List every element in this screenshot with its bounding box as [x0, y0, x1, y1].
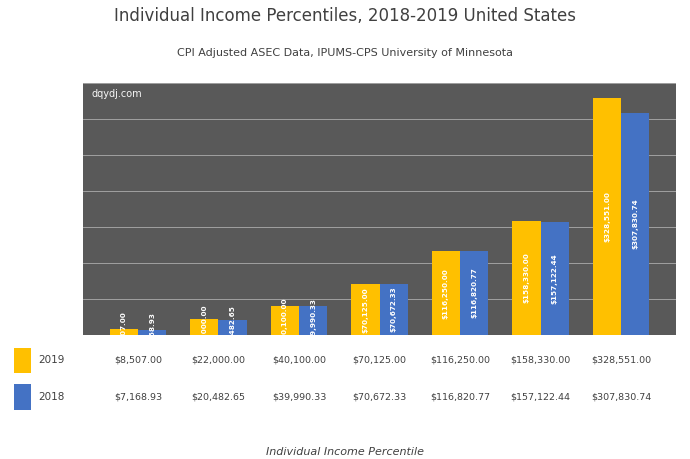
Text: Individual Income Percentiles, 2018-2019 United States: Individual Income Percentiles, 2018-2019…	[114, 7, 576, 25]
Text: $7,168.93: $7,168.93	[114, 392, 162, 402]
Bar	[110, 329, 138, 335]
Text: $116,820.77: $116,820.77	[471, 268, 477, 318]
Text: $22,000.00: $22,000.00	[191, 356, 246, 365]
Bar	[460, 251, 489, 335]
Text: $39,990.33: $39,990.33	[310, 298, 316, 344]
Text: dqydj.com: dqydj.com	[92, 89, 142, 99]
Text: $328,551.00: $328,551.00	[604, 191, 610, 242]
Text: $70,672.33: $70,672.33	[391, 287, 397, 332]
Text: $70,672.33: $70,672.33	[353, 392, 406, 402]
Y-axis label: Individual Income Percentile Breakpoint: Individual Income Percentile Breakpoint	[5, 112, 15, 306]
Text: $307,830.74: $307,830.74	[632, 199, 638, 249]
Bar	[380, 284, 408, 335]
Bar	[621, 113, 649, 335]
Bar	[593, 98, 621, 335]
Bar	[190, 319, 219, 335]
Text: $40,100.00: $40,100.00	[282, 298, 288, 343]
Text: $158,330.00: $158,330.00	[524, 252, 529, 303]
Text: $158,330.00: $158,330.00	[511, 356, 571, 365]
Bar	[351, 285, 380, 335]
Text: 2018: 2018	[38, 392, 64, 402]
Text: $116,250.00: $116,250.00	[430, 356, 490, 365]
Text: Individual Income Percentile: Individual Income Percentile	[266, 447, 424, 457]
Text: $40,100.00: $40,100.00	[272, 356, 326, 365]
Bar	[138, 330, 166, 335]
Text: $116,820.77: $116,820.77	[430, 392, 490, 402]
Text: $7,168.93: $7,168.93	[149, 312, 155, 353]
Text: $328,551.00: $328,551.00	[591, 356, 651, 365]
Bar	[299, 306, 327, 335]
Bar	[540, 222, 569, 335]
Text: $157,122.44: $157,122.44	[511, 392, 571, 402]
Text: $8,507.00: $8,507.00	[121, 312, 127, 353]
Text: $20,482.65: $20,482.65	[191, 392, 246, 402]
Text: $70,125.00: $70,125.00	[353, 356, 406, 365]
Text: $22,000.00: $22,000.00	[201, 304, 208, 350]
Text: $8,507.00: $8,507.00	[114, 356, 162, 365]
Text: 2019: 2019	[38, 355, 64, 365]
Text: $116,250.00: $116,250.00	[443, 268, 449, 319]
Text: CPI Adjusted ASEC Data, IPUMS-CPS University of Minnesota: CPI Adjusted ASEC Data, IPUMS-CPS Univer…	[177, 48, 513, 58]
Text: $307,830.74: $307,830.74	[591, 392, 651, 402]
Bar	[432, 251, 460, 335]
Bar	[219, 320, 246, 335]
Bar	[270, 306, 299, 335]
Text: $70,125.00: $70,125.00	[362, 287, 368, 333]
Bar	[513, 221, 540, 335]
Text: $157,122.44: $157,122.44	[551, 253, 558, 304]
Text: $20,482.65: $20,482.65	[230, 305, 235, 351]
Text: $39,990.33: $39,990.33	[272, 392, 326, 402]
